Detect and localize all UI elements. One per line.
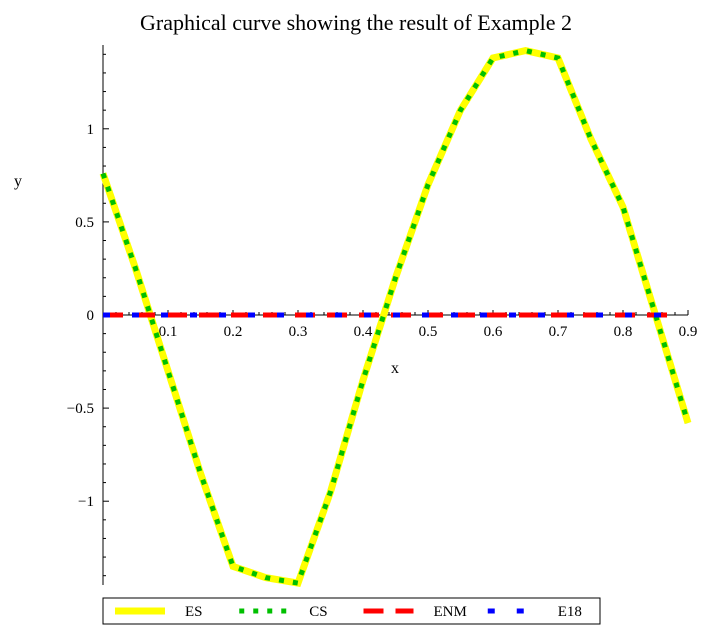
y-axis-label: y <box>14 173 22 190</box>
x-tick-label: 0.3 <box>289 324 308 340</box>
legend-label-enm: ENM <box>434 604 467 620</box>
chart-title: Graphical curve showing the result of Ex… <box>140 10 572 35</box>
y-tick-label: −1 <box>78 494 94 510</box>
x-tick-label: 0.2 <box>224 324 243 340</box>
x-tick-label: 0.9 <box>679 324 698 340</box>
x-axis-label: x <box>391 360 399 377</box>
y-tick-label: −0.5 <box>67 401 94 417</box>
y-tick-label: 0 <box>87 308 95 324</box>
legend-label-es: ES <box>185 604 203 620</box>
legend: ES CS ENM E18 <box>102 597 601 625</box>
legend-label-cs: CS <box>309 604 327 620</box>
x-tick-label: 0.8 <box>614 324 633 340</box>
series-layer <box>99 47 692 588</box>
series-line-cs <box>100 48 691 586</box>
legend-box <box>102 597 601 625</box>
x-tick-label: 0.4 <box>354 324 373 340</box>
x-tick-label: 0.5 <box>419 324 438 340</box>
legend-label-e18: E18 <box>558 604 582 620</box>
x-tick-label: 0.7 <box>549 324 568 340</box>
y-tick-label: 1 <box>87 122 95 138</box>
x-tick-label: 0.1 <box>159 324 178 340</box>
x-tick-label: 0.6 <box>484 324 503 340</box>
y-tick-label: 0.5 <box>75 215 94 231</box>
